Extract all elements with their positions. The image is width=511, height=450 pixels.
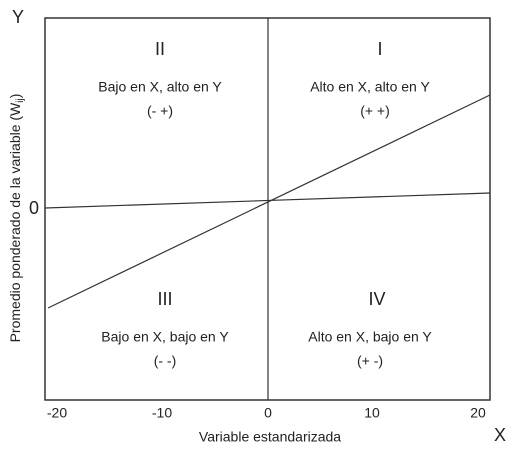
quadrant-signs: (+ -) — [357, 353, 383, 369]
x-axis-name: X — [494, 425, 506, 445]
x-tick-label: -20 — [47, 405, 67, 421]
y-label-sub: ij — [15, 98, 26, 102]
x-axis-label: Variable estandarizada — [199, 429, 341, 445]
quadrant-description: Alto en X, alto en Y — [310, 79, 430, 95]
quadrant-numeral: I — [377, 39, 382, 59]
x-tick-label: 10 — [364, 405, 380, 421]
regression-line — [47, 94, 491, 309]
quadrant-numeral: IV — [368, 289, 385, 309]
x-tick-label: -10 — [152, 405, 172, 421]
quadrant-signs: (- +) — [147, 103, 173, 119]
quadrant-description: Bajo en X, bajo en Y — [101, 329, 229, 345]
y-axis-label: Promedio ponderado de la variable (Wij) — [7, 94, 26, 343]
quadrant-signs: (+ +) — [360, 103, 390, 119]
x-tick-label: 20 — [470, 405, 486, 421]
quadrant-description: Bajo en X, alto en Y — [98, 79, 222, 95]
y-label-main: Promedio ponderado de la variable (W — [7, 102, 23, 342]
y-axis-name: Y — [12, 7, 24, 27]
x-tick-label: 0 — [264, 405, 272, 421]
flat-line — [44, 192, 491, 209]
quadrant-numeral: II — [155, 39, 165, 59]
quadrant-description: Alto en X, bajo en Y — [308, 329, 432, 345]
y-label-end: ) — [7, 94, 23, 99]
y-origin-label: 0 — [29, 198, 39, 218]
quadrant-numeral: III — [157, 289, 172, 309]
quadrant-signs: (- -) — [154, 353, 177, 369]
